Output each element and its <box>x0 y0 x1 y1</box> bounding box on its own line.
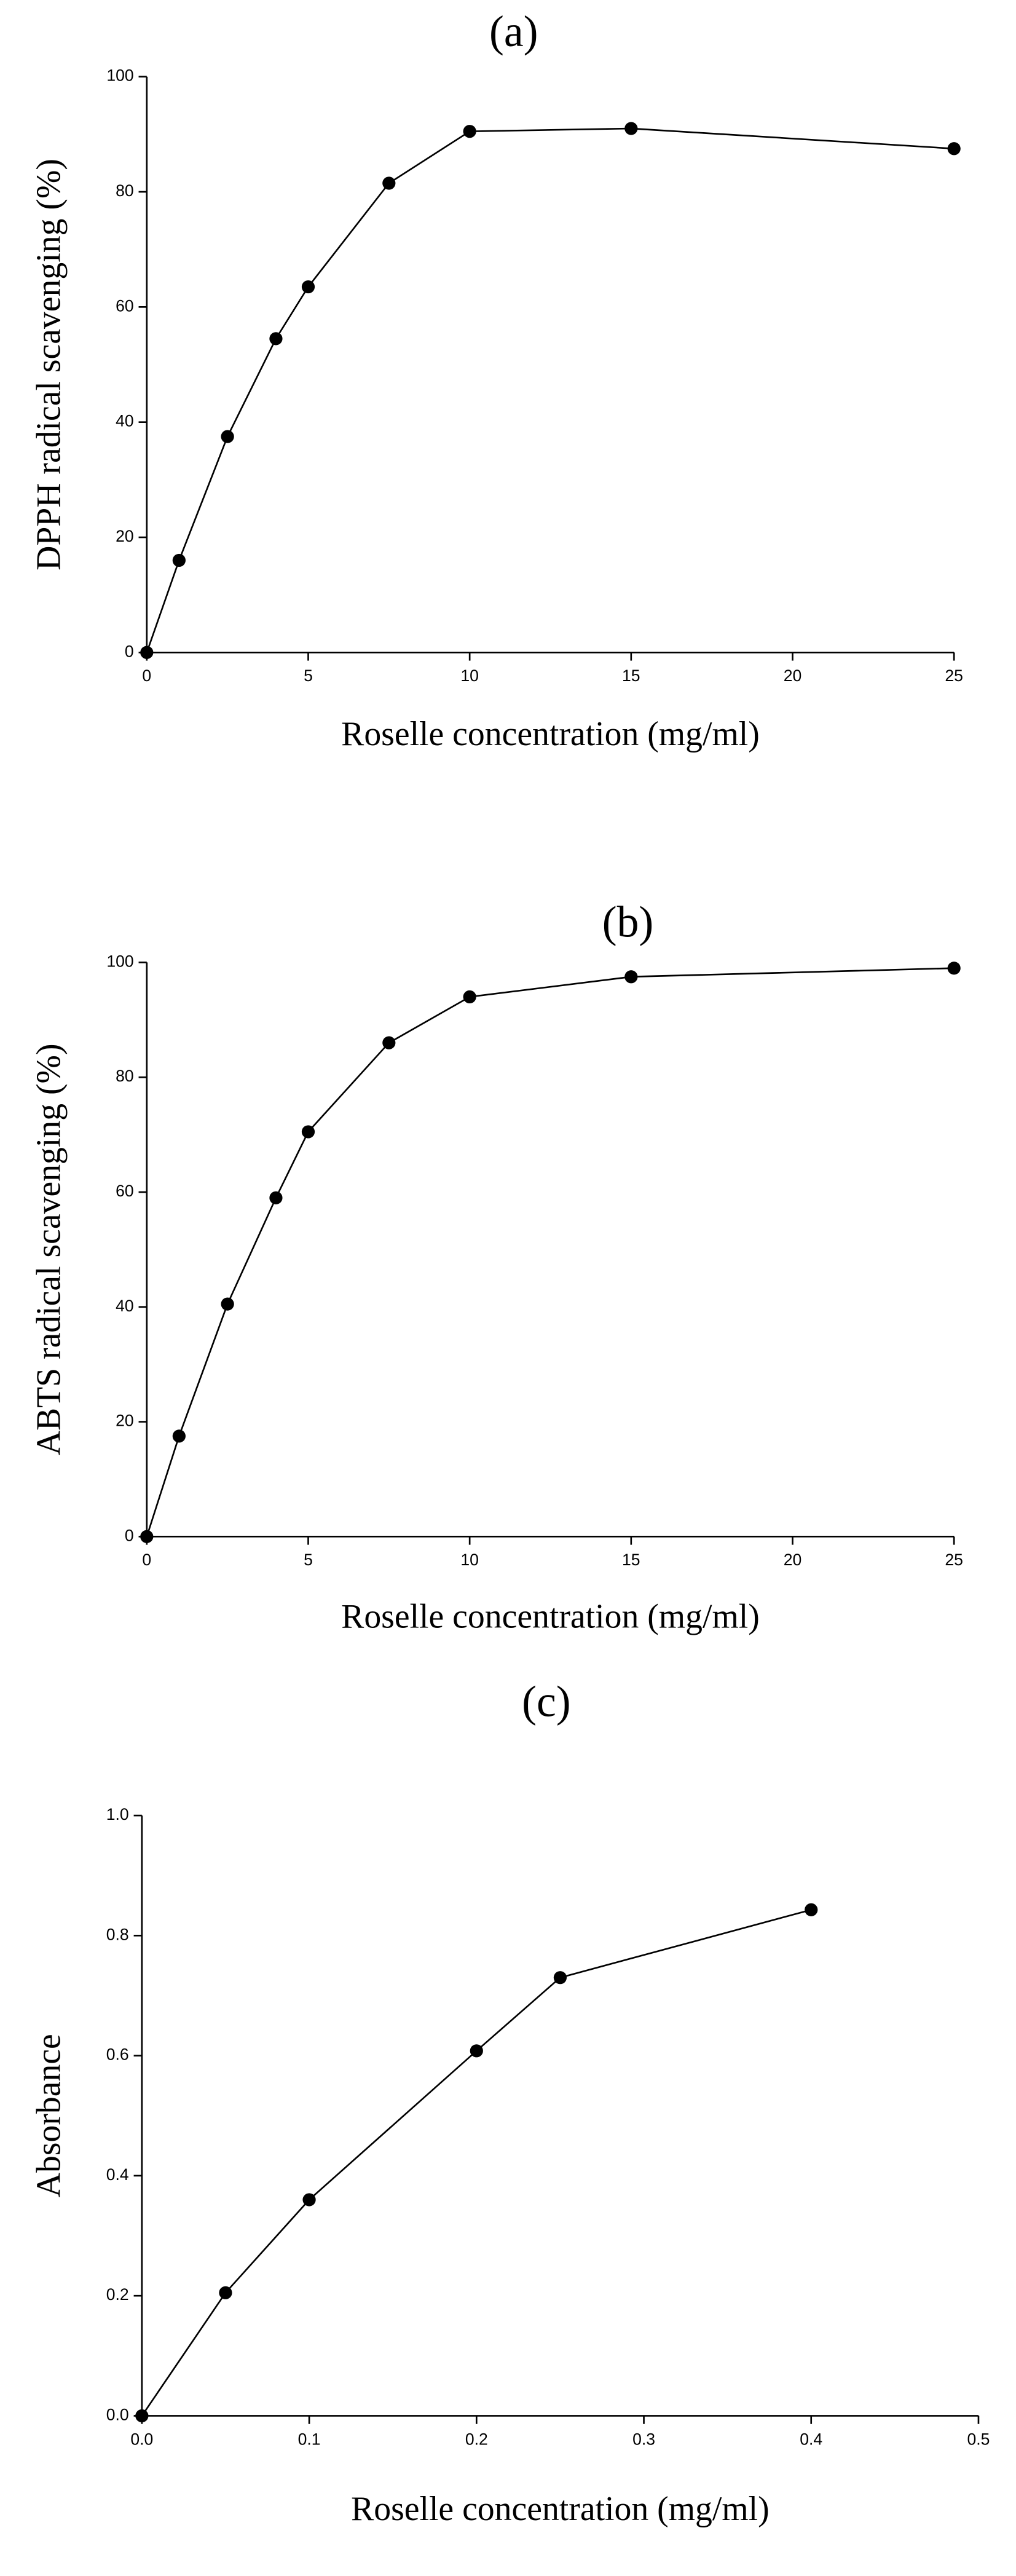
data-point <box>140 646 154 659</box>
y-tick-label: 0 <box>125 1526 134 1544</box>
x-tick-label: 20 <box>784 1551 802 1569</box>
x-tick-label: 0.0 <box>130 2430 153 2448</box>
x-axis-label: Roselle concentration (mg/ml) <box>351 2490 770 2528</box>
x-tick-label: 5 <box>304 1551 313 1569</box>
x-tick-label: 0.2 <box>465 2430 488 2448</box>
data-point <box>172 1429 186 1443</box>
y-axis-label: Absorbance <box>30 2034 68 2197</box>
y-tick-label: 100 <box>106 66 133 85</box>
x-tick-label: 15 <box>622 1551 640 1569</box>
data-point <box>302 2193 316 2207</box>
y-tick-label: 1.0 <box>106 1805 129 1823</box>
data-point <box>301 280 315 294</box>
data-point <box>382 176 396 190</box>
y-tick-label: 80 <box>116 1067 133 1085</box>
y-axis-label: ABTS radical scavenging (%) <box>30 1043 68 1455</box>
x-tick-label: 0.3 <box>632 2430 655 2448</box>
data-point <box>135 2409 149 2423</box>
data-point <box>140 1530 154 1543</box>
y-tick-label: 0.0 <box>106 2405 129 2424</box>
y-tick-label: 0.8 <box>106 1925 129 1943</box>
y-tick-label: 20 <box>116 527 133 545</box>
data-point <box>172 553 186 567</box>
y-tick-label: 40 <box>116 1297 133 1315</box>
x-tick-label: 10 <box>460 666 479 685</box>
x-tick-label: 10 <box>460 1551 479 1569</box>
data-point <box>805 1903 818 1916</box>
data-point <box>382 1036 396 1049</box>
x-tick-label: 15 <box>622 666 640 685</box>
data-point <box>553 1971 567 1985</box>
x-tick-label: 0 <box>142 666 151 685</box>
y-tick-label: 100 <box>106 952 133 970</box>
x-tick-label: 25 <box>945 666 963 685</box>
data-line <box>141 1909 812 2417</box>
x-tick-label: 5 <box>304 666 313 685</box>
x-axis-label: Roselle concentration (mg/ml) <box>341 1597 760 1635</box>
data-point <box>470 2044 483 2058</box>
x-tick-label: 0 <box>142 1551 151 1569</box>
y-tick-label: 80 <box>116 181 133 200</box>
data-point <box>269 1191 283 1204</box>
data-line <box>146 967 955 1537</box>
y-axis-label: DPPH radical scavenging (%) <box>30 159 68 571</box>
y-tick-label: 20 <box>116 1412 133 1430</box>
data-point <box>947 142 961 156</box>
y-tick-label: 0 <box>125 642 134 660</box>
data-point <box>221 430 234 443</box>
data-point <box>463 125 476 138</box>
x-tick-label: 25 <box>945 1551 963 1569</box>
data-point <box>624 122 638 135</box>
data-point <box>947 962 961 975</box>
chart-title: (b) <box>602 898 654 946</box>
x-tick-label: 0.4 <box>800 2430 822 2448</box>
y-tick-label: 0.2 <box>106 2285 129 2304</box>
y-tick-label: 0.4 <box>106 2165 129 2184</box>
chart-title: (a) <box>489 7 538 56</box>
data-point <box>269 332 283 346</box>
data-point <box>301 1125 315 1139</box>
data-point <box>221 1297 234 1311</box>
x-tick-label: 0.5 <box>967 2430 990 2448</box>
data-point <box>624 970 638 984</box>
y-tick-label: 60 <box>116 1182 133 1200</box>
data-point <box>219 2286 232 2299</box>
x-tick-label: 20 <box>784 666 802 685</box>
y-tick-label: 40 <box>116 412 133 430</box>
x-tick-label: 0.1 <box>298 2430 321 2448</box>
x-axis-label: Roselle concentration (mg/ml) <box>341 715 760 753</box>
data-line <box>146 127 955 653</box>
y-tick-label: 60 <box>116 296 133 315</box>
data-point <box>463 990 476 1004</box>
y-tick-label: 0.6 <box>106 2045 129 2064</box>
chart-title: (c) <box>522 1678 571 1726</box>
